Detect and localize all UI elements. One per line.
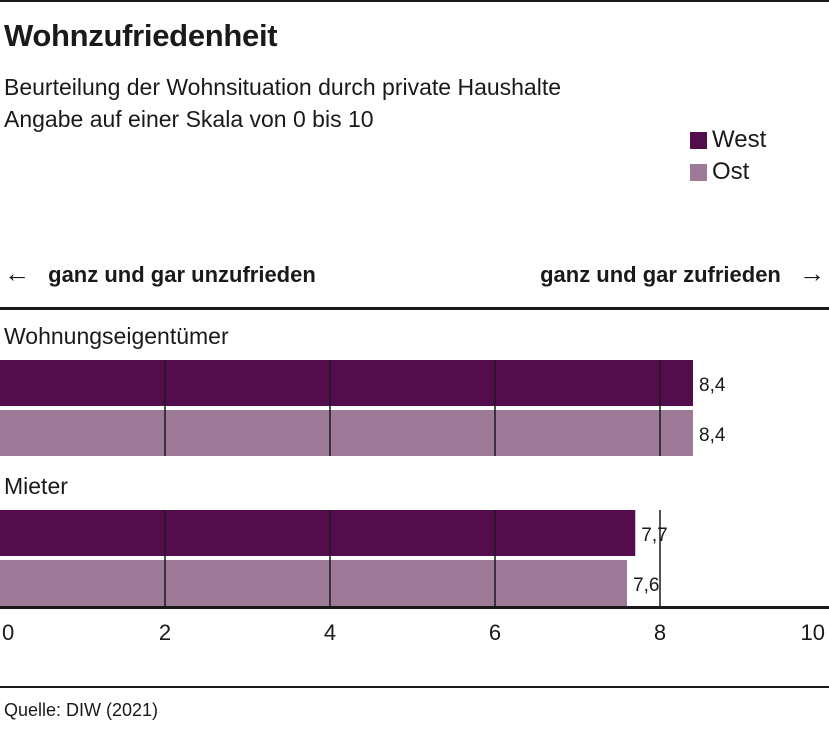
group-label: Mieter xyxy=(4,473,68,499)
bar-ost xyxy=(0,410,693,456)
bar-west xyxy=(0,510,636,556)
x-tick-label: 6 xyxy=(489,620,501,645)
bar-west xyxy=(0,360,693,406)
data-label: 7,7 xyxy=(641,525,667,546)
x-axis-line xyxy=(0,606,829,609)
direction-right-label: ganz und gar zufrieden xyxy=(540,262,781,287)
direction-left: ← ganz und gar unzufrieden xyxy=(4,258,316,289)
x-tick-label: 8 xyxy=(654,620,666,645)
x-tick-label: 4 xyxy=(324,620,336,645)
subtitle-line-2: Angabe auf einer Skala von 0 bis 10 xyxy=(4,106,374,132)
source-note: Quelle: DIW (2021) xyxy=(4,700,159,720)
x-tick-label: 2 xyxy=(159,620,171,645)
group-label: Wohnungseigentümer xyxy=(4,323,229,349)
legend-label-ost: Ost xyxy=(712,158,750,185)
legend-label-west: West xyxy=(712,126,767,153)
chart-title: Wohnzufriedenheit xyxy=(4,18,278,53)
legend-item-ost: Ost xyxy=(690,156,766,188)
data-label: 8,4 xyxy=(699,375,726,396)
chart-top-rule xyxy=(0,307,829,310)
bar-ost xyxy=(0,560,627,606)
bar-chart: Wohnungseigentümer Mieter 8,4 8,4 7,7 7,6 0 2 4 6… xyxy=(0,307,829,645)
data-label: 8,4 xyxy=(699,425,726,446)
legend: West Ost xyxy=(690,124,766,188)
subtitle-line-1: Beurteilung der Wohnsituation durch priv… xyxy=(4,74,562,100)
legend-swatch-ost xyxy=(690,163,707,181)
direction-left-label: ganz und gar unzufrieden xyxy=(48,262,316,287)
arrow-left-icon: ← xyxy=(4,258,30,288)
x-tick-label: 10 xyxy=(801,620,825,645)
legend-swatch-west xyxy=(690,131,707,149)
data-label: 7,6 xyxy=(633,575,659,596)
legend-item-west: West xyxy=(690,124,766,156)
top-rule xyxy=(0,0,829,2)
direction-right: ganz und gar zufrieden → xyxy=(540,258,825,289)
footer-rule xyxy=(0,686,829,688)
arrow-right-icon: → xyxy=(799,258,825,288)
x-tick-label: 0 xyxy=(2,620,14,645)
